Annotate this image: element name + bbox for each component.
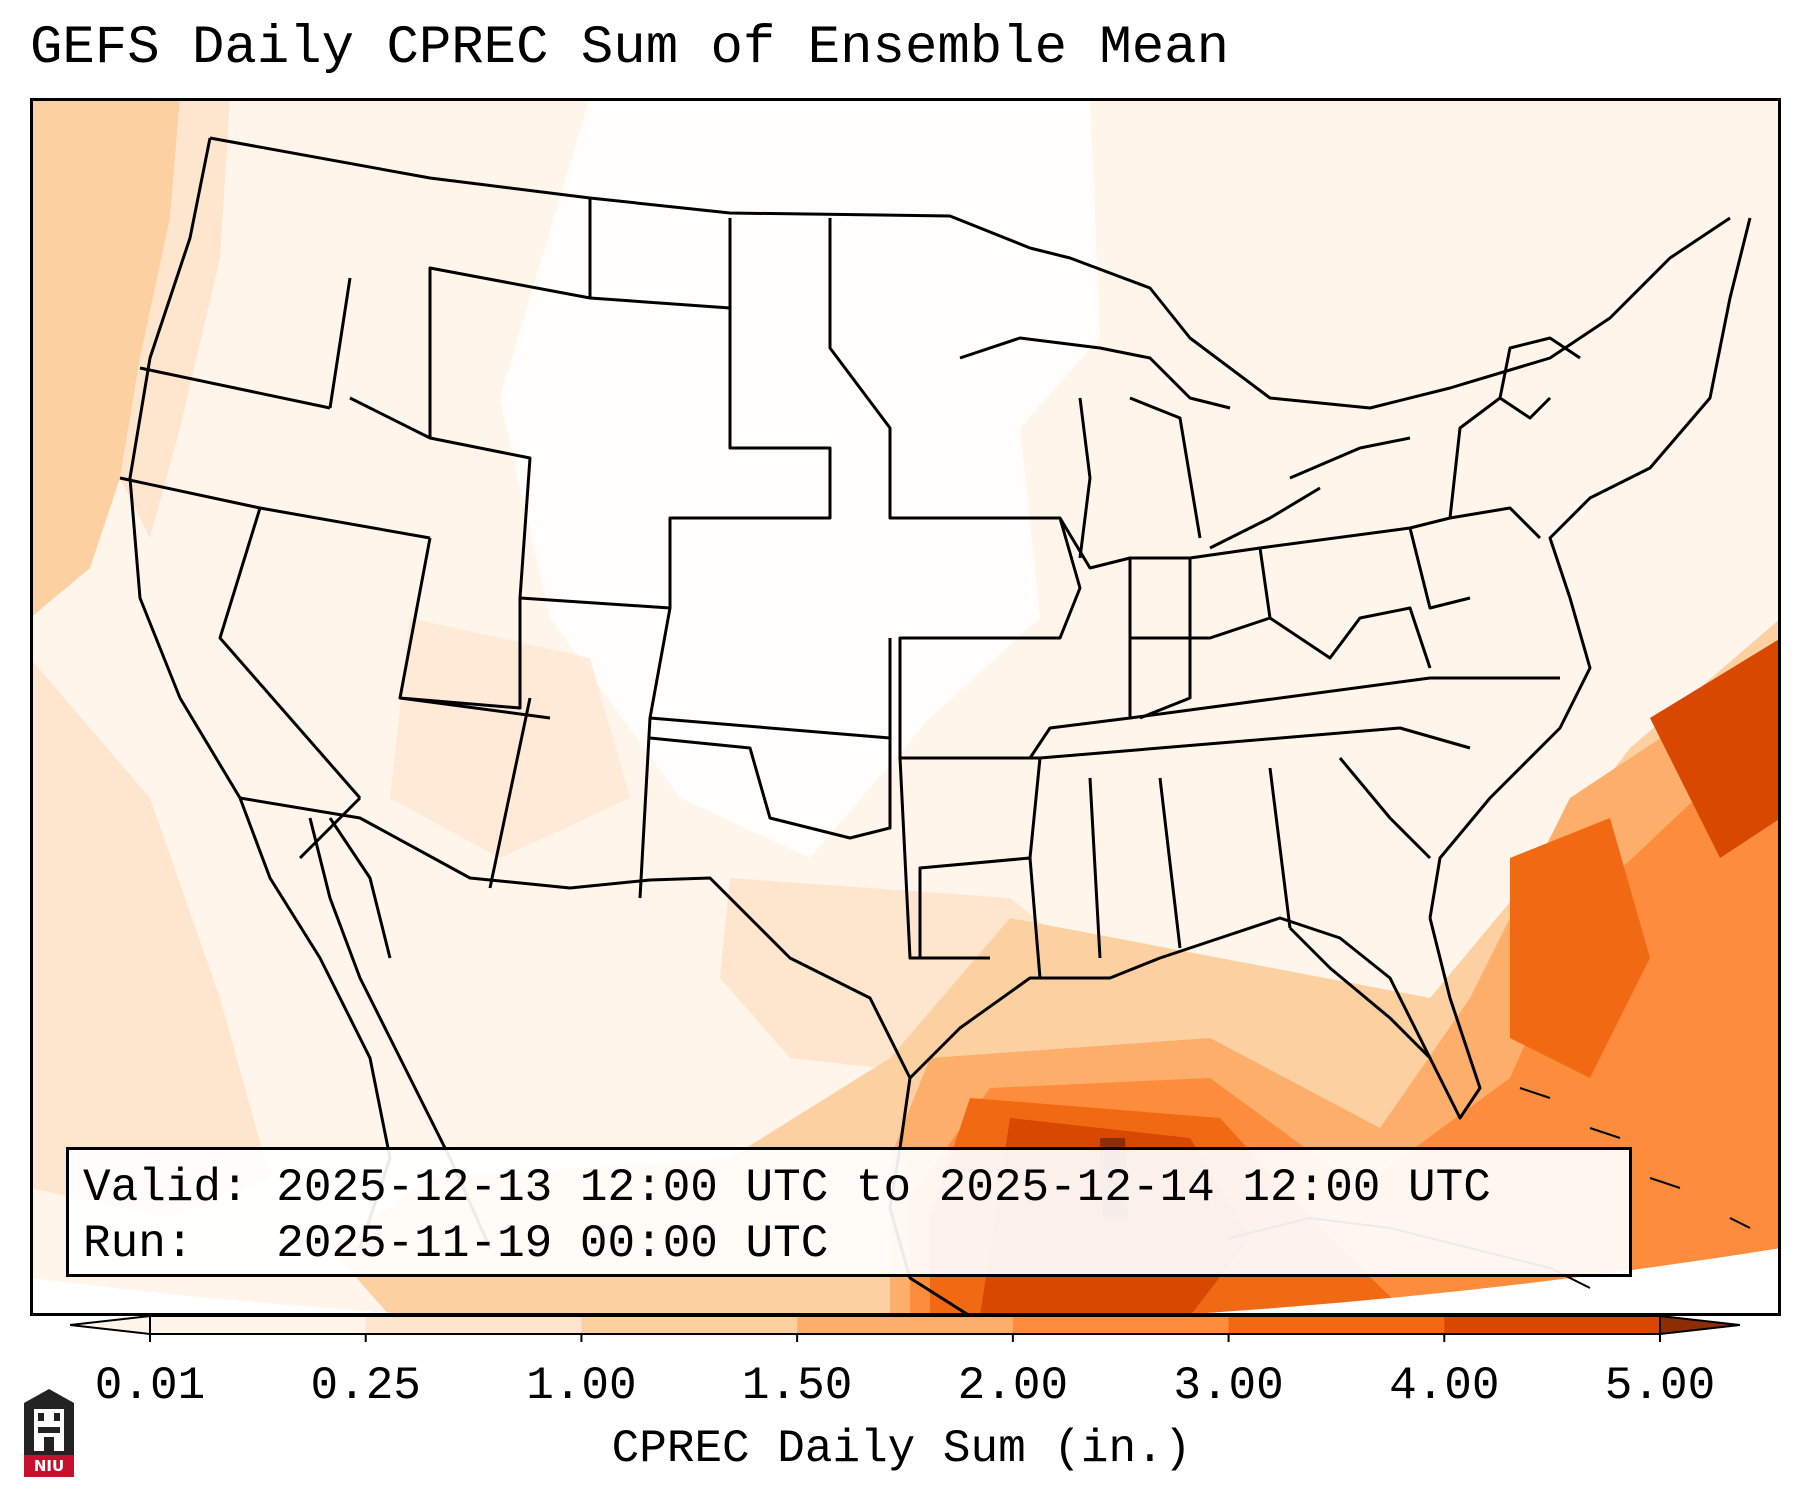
colorbar-tick-label: 0.01 [94,1360,206,1412]
bahamas-islands [1519,1087,1751,1229]
colorbar-tick-label: 0.25 [310,1360,421,1412]
state-lines-central [828,218,1132,979]
dry-interior-region [500,98,1100,858]
pacific-nw-precip [30,98,180,618]
valid-time-text: Valid: 2025-12-13 12:00 UTC to 2025-12-1… [83,1162,1491,1214]
colorbar-segment [150,1316,367,1334]
state-lines-west [119,198,892,899]
colorbar-segment [1444,1316,1661,1334]
southwest-precip [390,618,630,858]
colorbar-tick-label: 3.00 [1173,1360,1284,1412]
atlantic-coast [1428,217,1752,919]
niu-tower-logo-icon: NIU [20,1385,78,1481]
colorbar-extend-min [70,1314,151,1336]
colorbar-segment [581,1316,798,1334]
colorbar-segment [797,1316,1014,1334]
atlantic-precip-mid [1510,818,1650,1078]
colorbar-segment [1012,1316,1230,1334]
colorbar-segment [365,1316,582,1334]
pacific-nw-precip-light [120,98,230,538]
colorbar-tick-label: 2.00 [957,1360,1069,1412]
us-canada-border [209,136,1731,410]
colorbar [70,1314,1740,1342]
atlantic-precip-core [1650,638,1781,858]
florida-outline [1288,926,1432,1060]
colorbar-label: CPREC Daily Sum (in.) [611,1423,1192,1475]
map-projection-edge [30,1248,1781,1316]
precipitation-map [30,98,1781,1316]
great-lakes [959,336,1411,559]
colorbar-tick-label: 1.00 [526,1360,637,1412]
west-coast [128,137,392,1249]
us-mexico-border [239,796,912,1079]
colorbar-tick-label: 1.50 [741,1360,853,1412]
colorbar-tick-label: 5.00 [1604,1360,1716,1412]
gulf-coast [908,916,1482,1120]
colorbar-tick-label: 4.00 [1389,1360,1500,1412]
colorbar-segment [1228,1316,1445,1334]
map-frame [30,98,1781,1316]
state-lines-east [1039,336,1581,959]
run-time-text: Run: 2025-11-19 00:00 UTC [83,1218,829,1270]
chart-title: GEFS Daily CPREC Sum of Ensemble Mean [30,18,1229,79]
colorbar-extend-max [1659,1314,1740,1336]
pacific-south-precip [30,658,270,1218]
validity-info-box: Valid: 2025-12-13 12:00 UTC to 2025-12-1… [66,1147,1632,1277]
colorbar-border [149,1315,1661,1335]
logo-text: NIU [33,1457,65,1475]
